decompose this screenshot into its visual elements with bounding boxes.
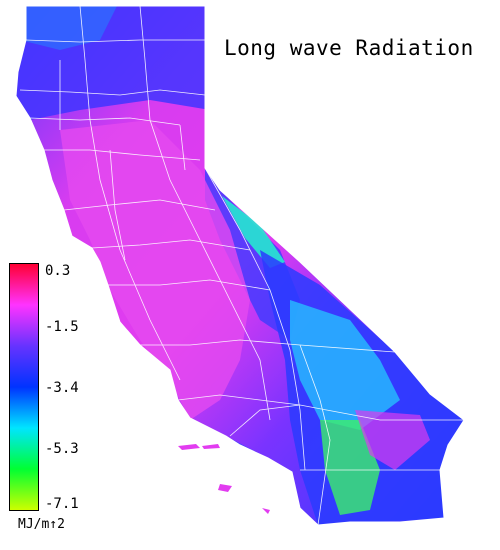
legend-tick-min: -7.1 [45,496,79,512]
legend-tick-max: 0.3 [45,263,71,279]
color-scale-bar [9,263,39,511]
county-lines [19,5,464,526]
legend-unit-label: MJ/m↑2 [18,517,65,532]
region-central-valley [60,120,250,420]
region-desert-cyan [290,300,400,430]
region-mojave-green [320,420,380,515]
map-title: Long wave Radiation [224,36,474,60]
region-mojave-magenta [355,410,430,470]
legend-tick-lower: -5.3 [45,441,79,457]
region-far-north [20,6,120,50]
channel-islands [178,444,270,514]
california-state [15,5,465,526]
legend-tick-upper: -1.5 [45,319,79,335]
region-owens [222,196,285,268]
legend-tick-mid: -3.4 [45,380,79,396]
